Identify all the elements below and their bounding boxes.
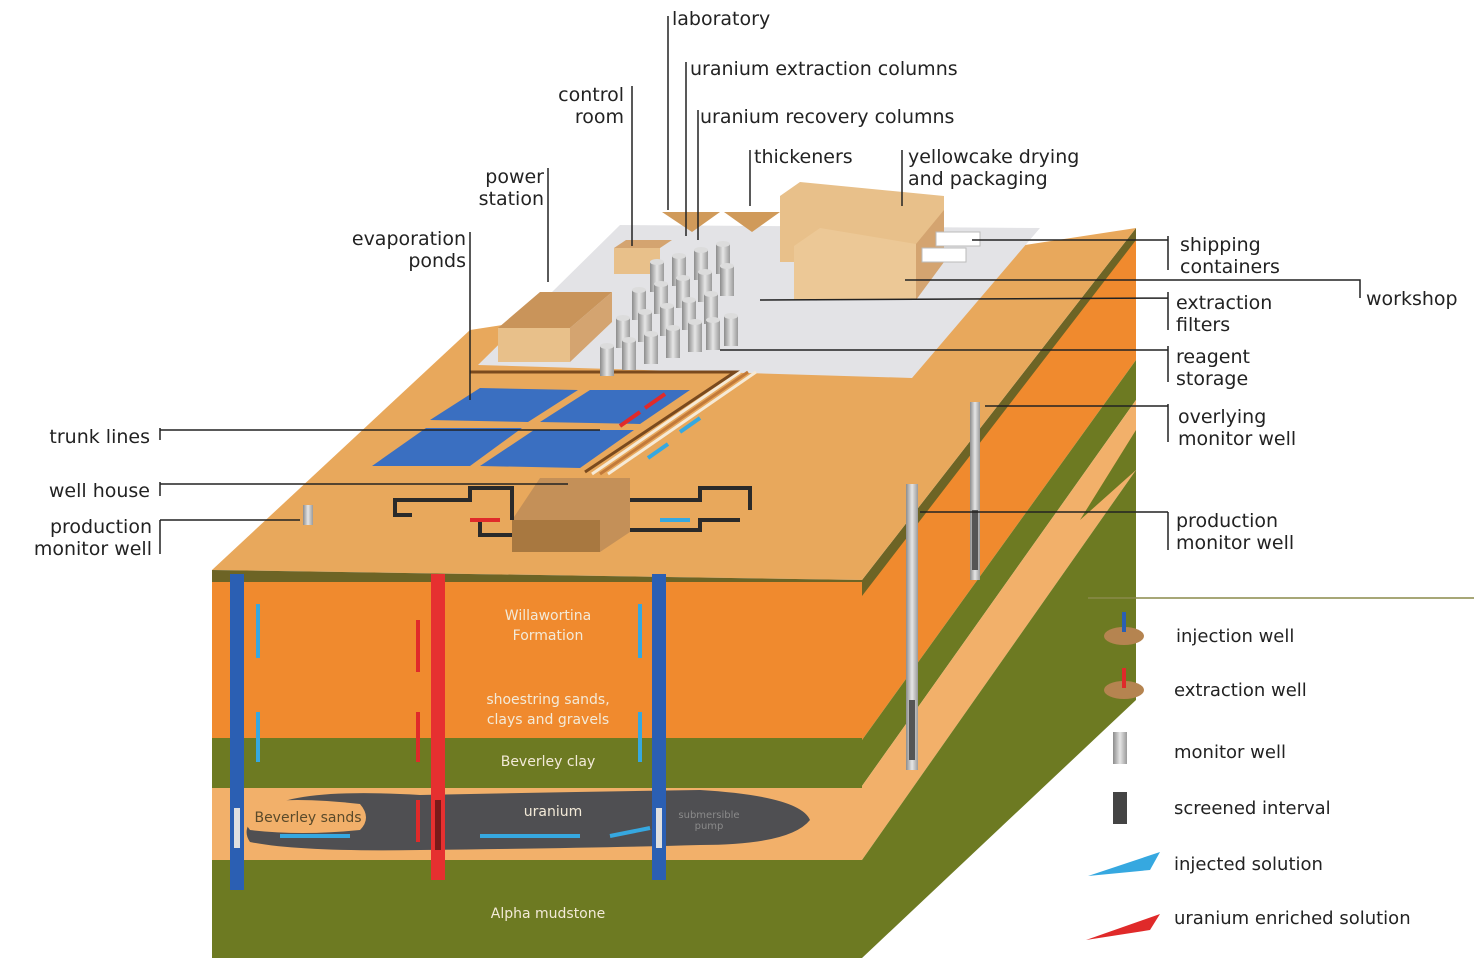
label-production-monitor-well-left: production monitor well <box>33 516 152 560</box>
process-column-top <box>694 247 708 253</box>
process-column <box>666 328 680 358</box>
process-column-top <box>724 313 738 319</box>
stratum-shoestring: shoestring sands, clays and gravels <box>486 692 610 728</box>
shipping-containers <box>921 231 981 263</box>
process-column <box>600 346 614 376</box>
trunk-arrow-blue <box>646 442 670 460</box>
process-column-top <box>716 241 730 247</box>
process-column-top <box>706 317 720 323</box>
label-control-room: control room <box>558 84 624 128</box>
process-column-top <box>644 331 658 337</box>
process-column-top <box>688 319 702 325</box>
callout-lines <box>159 16 1474 599</box>
stratum-beverley-clay: Beverley clay <box>500 754 596 770</box>
production-monitor-well-left <box>303 505 313 525</box>
label-evaporation-ponds: evaporation ponds <box>351 228 466 272</box>
legend-uranium-enriched-icon <box>1086 914 1160 940</box>
legend-uranium-enriched-solution: uranium enriched solution <box>1174 908 1411 929</box>
legend-monitor-well: monitor well <box>1174 742 1286 763</box>
legend-extraction-well-icon <box>1104 668 1144 699</box>
stratum-alpha-mudstone: Alpha mudstone <box>490 906 606 922</box>
label-uranium-recovery-columns: uranium recovery columns <box>700 106 955 128</box>
stratum-willawortina: Willawortina Formation <box>504 608 592 644</box>
legend-injection-well-icon <box>1104 612 1144 645</box>
label-laboratory: laboratory <box>672 8 771 30</box>
process-column-top <box>654 281 668 287</box>
label-extraction-filters: extraction filters <box>1176 292 1273 336</box>
process-column <box>688 322 702 352</box>
injection-well-left <box>230 574 244 890</box>
process-column <box>706 320 720 350</box>
trunk-lines <box>470 370 757 476</box>
yellowcake-building <box>780 182 944 300</box>
evaporation-ponds <box>372 388 690 468</box>
legend-screened-interval: screened interval <box>1174 798 1331 819</box>
block-front-face <box>212 582 862 958</box>
production-monitor-well-right <box>906 484 918 770</box>
uranium-ore-body <box>246 790 811 851</box>
submersible-pump-label: submersible pump <box>678 810 740 832</box>
label-workshop: workshop <box>1366 288 1458 310</box>
trunk-arrow-blue <box>678 416 702 434</box>
process-column-top <box>616 315 630 321</box>
block-side-face <box>862 228 1136 958</box>
label-uranium-extraction-columns: uranium extraction columns <box>690 58 958 80</box>
label-thickeners: thickeners <box>754 146 853 168</box>
process-column-top <box>676 275 690 281</box>
trunk-arrow-red <box>643 392 667 410</box>
trunk-arrow-red <box>618 410 642 428</box>
legend-monitor-well-icon <box>1113 732 1127 764</box>
process-column <box>622 340 636 370</box>
process-column-top <box>672 253 686 259</box>
legend-screened-interval-icon <box>1113 792 1127 824</box>
process-column <box>720 266 734 296</box>
label-overlying-monitor-well: overlying monitor well <box>1178 406 1297 450</box>
legend-extraction-well: extraction well <box>1174 680 1307 701</box>
process-column-top <box>698 269 712 275</box>
process-column-top <box>600 343 614 349</box>
process-column-top <box>622 337 636 343</box>
legend-injection-well: injection well <box>1176 626 1295 647</box>
process-column-top <box>682 297 696 303</box>
injection-well-right <box>652 574 666 880</box>
process-column-top <box>650 259 664 265</box>
label-well-house: well house <box>48 480 150 502</box>
overlying-monitor-well <box>970 402 980 580</box>
label-yellowcake-drying: yellowcake drying and packaging <box>908 146 1080 190</box>
thickener-tanks <box>662 212 780 232</box>
extraction-well-center <box>431 574 445 880</box>
process-column-top <box>720 263 734 269</box>
injected-flow-arrow <box>609 826 651 838</box>
label-shipping-containers: shipping containers <box>1180 234 1280 278</box>
label-trunk-lines: trunk lines <box>49 426 150 448</box>
extraction-recovery-columns <box>600 241 738 376</box>
well-house <box>512 478 630 552</box>
process-column-top <box>666 325 680 331</box>
label-reagent-storage: reagent storage <box>1176 346 1250 390</box>
power-station <box>498 292 612 362</box>
process-column <box>644 334 658 364</box>
stratum-uranium: uranium <box>523 804 583 820</box>
legend-symbols <box>1086 612 1160 940</box>
surface-pipes <box>393 486 752 537</box>
process-column-top <box>632 287 646 293</box>
process-column-top <box>704 291 718 297</box>
process-column-top <box>638 309 652 315</box>
stratum-beverley-sands: Beverley sands <box>254 810 362 826</box>
process-column <box>724 316 738 346</box>
process-column <box>704 294 718 324</box>
legend-injected-solution-icon <box>1088 852 1160 876</box>
label-production-monitor-well-right: production monitor well <box>1176 510 1295 554</box>
label-power-station: power station <box>478 166 544 210</box>
legend-injected-solution: injected solution <box>1174 854 1323 875</box>
flow-arrows <box>256 518 690 842</box>
process-column-top <box>660 303 674 309</box>
